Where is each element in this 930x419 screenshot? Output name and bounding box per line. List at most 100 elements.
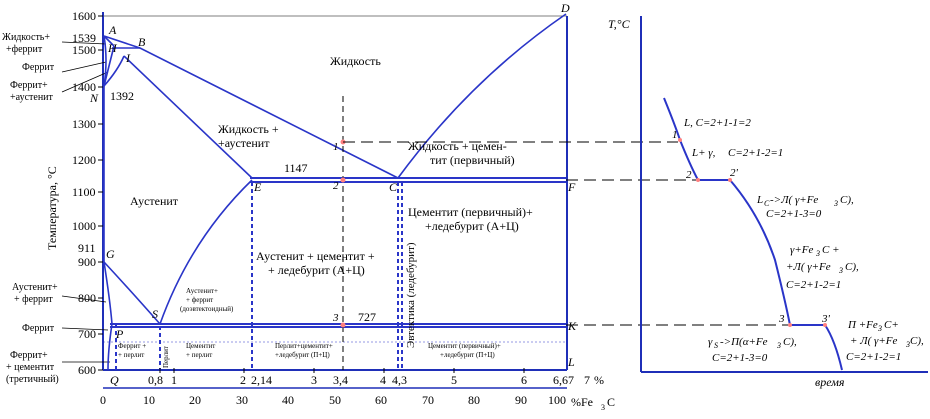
- svg-text:+ феррит: + феррит: [14, 294, 53, 305]
- svg-text:(третичный): (третичный): [6, 374, 59, 385]
- y-tick-labels: 1600 1500 1400 1300 1200 1100 1000 900 8…: [72, 9, 134, 377]
- svg-text:->П(α+Fe: ->П(α+Fe: [720, 336, 768, 348]
- svg-text:Аустенит+: Аустенит+: [186, 287, 218, 295]
- svg-text:60: 60: [375, 393, 387, 407]
- svg-text:727: 727: [358, 310, 376, 324]
- svg-text:γ: γ: [708, 336, 713, 348]
- svg-text:+ледебурит (П+Ц): +ледебурит (П+Ц): [275, 351, 330, 359]
- svg-text:C=2+1-2=1: C=2+1-2=1: [786, 279, 841, 291]
- svg-text:70: 70: [422, 393, 434, 407]
- svg-text:L+ γ,: L+ γ,: [691, 147, 716, 159]
- y-axis-title: Температура, °С: [45, 166, 59, 250]
- svg-text:3: 3: [311, 373, 317, 387]
- svg-text:6,67: 6,67: [553, 373, 574, 387]
- svg-text:7: 7: [584, 373, 590, 387]
- svg-text:Аустенит + цементит +: Аустенит + цементит +: [256, 249, 375, 263]
- connector-lines: [343, 141, 790, 326]
- svg-text:2: 2: [686, 169, 692, 181]
- x-bottom-labels: 0 10 20 30 40 50 60 70 80 90 100 %Fe 3 C: [100, 393, 615, 412]
- svg-text:3,4: 3,4: [333, 373, 348, 387]
- svg-text:30: 30: [236, 393, 248, 407]
- svg-text:C: C: [389, 180, 398, 194]
- cooling-labels: L, C=2+1-1=2 1 L+ γ, C=2+1-2=1 2 2' L C …: [672, 117, 924, 364]
- svg-text:+феррит: +феррит: [6, 44, 43, 55]
- phase-lines: [103, 13, 567, 371]
- svg-text:П +Fe: П +Fe: [847, 319, 878, 331]
- svg-text:0,8: 0,8: [148, 373, 163, 387]
- svg-text:S: S: [714, 341, 718, 350]
- svg-text:2,14: 2,14: [251, 373, 272, 387]
- svg-text:700: 700: [78, 327, 96, 341]
- svg-text:N: N: [89, 91, 99, 105]
- svg-text:Аустенит+: Аустенит+: [12, 282, 58, 293]
- svg-text:100: 100: [548, 393, 566, 407]
- svg-text:C: C: [607, 395, 615, 409]
- svg-text:+Л( γ+Fe: +Л( γ+Fe: [786, 261, 831, 273]
- svg-text:1392: 1392: [110, 89, 134, 103]
- svg-text:6: 6: [521, 373, 527, 387]
- svg-text:40: 40: [282, 393, 294, 407]
- svg-text:4: 4: [380, 373, 386, 387]
- region-labels: Жидкость Жидкость + +аустенит Жидкость +…: [118, 54, 533, 368]
- svg-text:+ Л( γ+Fe: + Л( γ+Fe: [850, 335, 898, 347]
- svg-text:3: 3: [776, 341, 781, 350]
- point-labels: A B H I N D E C F G S P K L: [89, 1, 577, 369]
- svg-text:Феррит: Феррит: [22, 323, 55, 334]
- svg-text:Феррит+: Феррит+: [10, 350, 48, 361]
- svg-text:F: F: [567, 180, 576, 194]
- svg-text:5: 5: [451, 373, 457, 387]
- svg-text:C),: C),: [840, 194, 854, 206]
- svg-text:K: K: [567, 319, 577, 333]
- svg-text:I: I: [125, 51, 131, 65]
- svg-text:H: H: [107, 41, 118, 55]
- cooling-curve-axes: [640, 16, 928, 373]
- svg-text:20: 20: [189, 393, 201, 407]
- svg-text:Жидкость: Жидкость: [330, 54, 381, 68]
- svg-text:3: 3: [877, 324, 882, 333]
- svg-text:Аустенит: Аустенит: [130, 194, 179, 208]
- svg-text:C +: C +: [822, 244, 840, 256]
- y-ticks: [98, 15, 103, 371]
- svg-text:4,3: 4,3: [392, 373, 407, 387]
- svg-text:+ феррит: + феррит: [186, 296, 213, 304]
- svg-text:1300: 1300: [72, 117, 96, 131]
- svg-text:1: 1: [171, 373, 177, 387]
- svg-text:10: 10: [143, 393, 155, 407]
- svg-text:Перлит+цементит+: Перлит+цементит+: [275, 342, 333, 350]
- svg-text:911: 911: [78, 241, 96, 255]
- svg-text:тит (первичный): тит (первичный): [430, 153, 515, 167]
- svg-text:G: G: [106, 247, 115, 261]
- svg-text:800: 800: [78, 291, 96, 305]
- svg-text:Q: Q: [110, 373, 119, 387]
- svg-text:1200: 1200: [72, 153, 96, 167]
- svg-text:Жидкость + цемен-: Жидкость + цемен-: [408, 139, 507, 153]
- svg-text:γ+Fe: γ+Fe: [790, 244, 813, 256]
- svg-text:A: A: [108, 23, 117, 37]
- svg-text:C: C: [764, 199, 770, 208]
- svg-text:Цементит (первичный)+: Цементит (первичный)+: [428, 342, 501, 350]
- svg-text:3: 3: [815, 249, 820, 258]
- svg-text:2: 2: [333, 180, 339, 192]
- x-top-ticks: [159, 368, 525, 373]
- svg-text:90: 90: [515, 393, 527, 407]
- svg-text:C+: C+: [884, 319, 899, 331]
- svg-text:L: L: [756, 194, 763, 206]
- svg-text:1100: 1100: [72, 185, 96, 199]
- svg-text:L: L: [567, 355, 575, 369]
- svg-text:P: P: [115, 327, 124, 341]
- svg-text:Жидкость+: Жидкость+: [2, 32, 50, 43]
- svg-text:3: 3: [778, 313, 785, 325]
- svg-text:Цементит: Цементит: [186, 342, 215, 350]
- svg-text:C=2+1-3=0: C=2+1-3=0: [766, 208, 822, 220]
- svg-text:+аустенит: +аустенит: [218, 136, 270, 150]
- svg-text:B: B: [138, 35, 146, 49]
- svg-text:50: 50: [329, 393, 341, 407]
- svg-text:1: 1: [333, 141, 339, 153]
- svg-text:%Fe: %Fe: [571, 395, 593, 409]
- svg-text:3: 3: [833, 199, 838, 208]
- svg-text:600: 600: [78, 363, 96, 377]
- svg-text:80: 80: [468, 393, 480, 407]
- svg-text:Феррит +: Феррит +: [118, 342, 146, 350]
- svg-text:C),: C),: [845, 261, 859, 273]
